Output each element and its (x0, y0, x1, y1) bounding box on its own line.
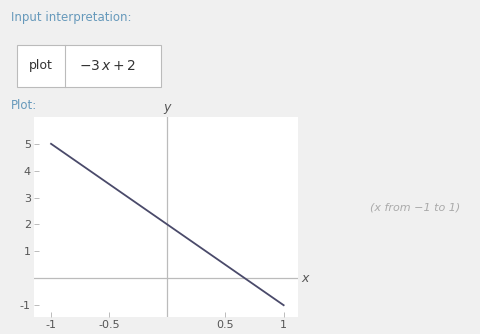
Text: (x from −1 to 1): (x from −1 to 1) (370, 202, 460, 212)
Text: plot: plot (29, 59, 53, 72)
FancyBboxPatch shape (17, 45, 161, 87)
Text: x: x (301, 272, 309, 285)
Text: $-3\,x+2$: $-3\,x+2$ (79, 59, 137, 73)
Text: Input interpretation:: Input interpretation: (11, 11, 131, 24)
Text: y: y (164, 101, 171, 114)
Text: Plot:: Plot: (11, 99, 37, 112)
